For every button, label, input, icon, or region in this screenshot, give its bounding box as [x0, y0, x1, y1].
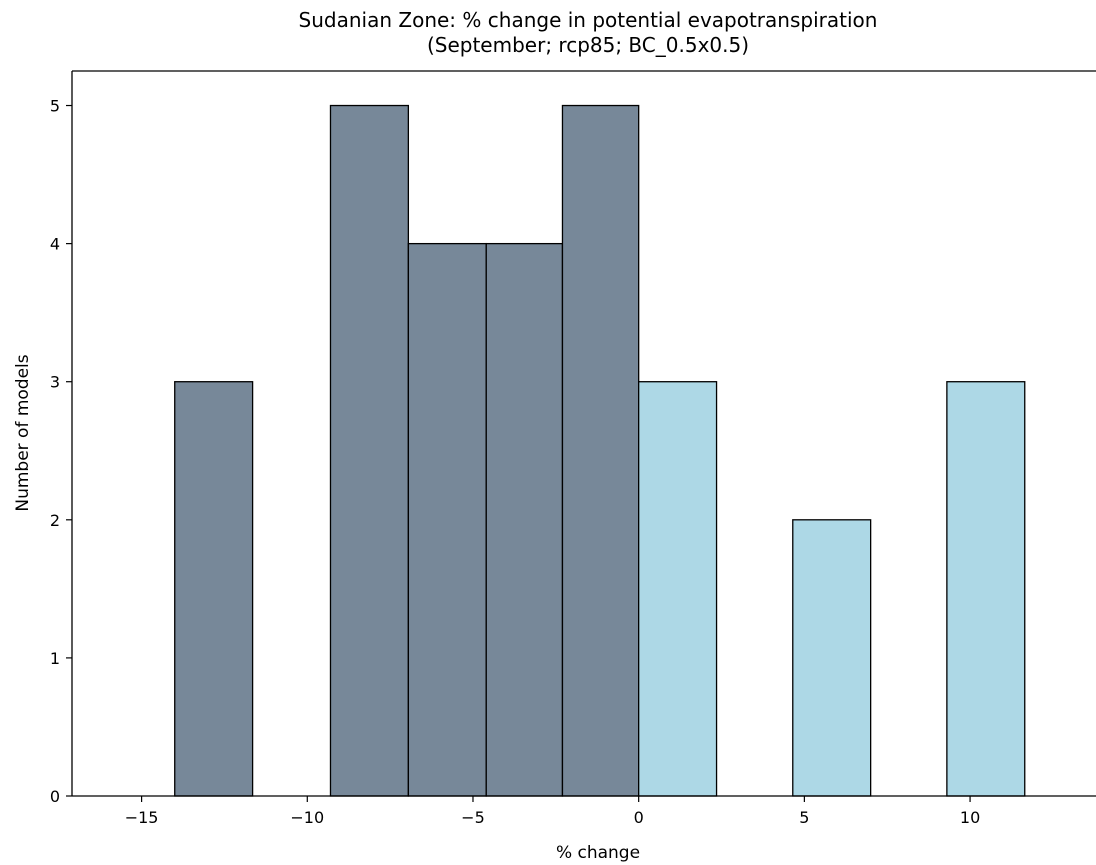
histogram-bar-8 — [946, 381, 1026, 797]
y-tick-label: 1 — [50, 649, 60, 668]
x-tick-label: −5 — [461, 808, 485, 827]
chart-title-line1: Sudanian Zone: % change in potential eva… — [299, 8, 878, 32]
y-tick-label: 3 — [50, 373, 60, 392]
x-tick-label: 10 — [960, 808, 980, 827]
x-axis-label: % change — [556, 843, 640, 863]
y-axis-ticks: 0 1 2 3 4 5 — [50, 97, 72, 806]
histogram-bar-1 — [174, 381, 254, 797]
y-tick-label: 0 — [50, 787, 60, 806]
histogram-bar-7 — [792, 519, 872, 797]
histogram-bar-4 — [485, 242, 564, 797]
bars-group — [174, 104, 1026, 797]
y-tick-label: 5 — [50, 97, 60, 116]
histogram-bar-3 — [407, 242, 487, 797]
y-tick-label: 2 — [50, 511, 60, 530]
axes-spines — [71, 70, 1096, 797]
x-tick-label: −10 — [290, 808, 324, 827]
x-tick-label: 5 — [799, 808, 809, 827]
histogram-bar-5 — [561, 104, 640, 797]
histogram-bar-2 — [329, 104, 410, 797]
y-axis-label: Number of models — [13, 354, 33, 511]
histogram-bar-6 — [638, 381, 718, 797]
y-tick-label: 4 — [50, 235, 60, 254]
x-tick-label: −15 — [125, 808, 159, 827]
chart-title-line2: (September; rcp85; BC_0.5x0.5) — [427, 33, 749, 57]
x-axis-ticks: −15 −10 −5 0 5 10 — [125, 796, 980, 827]
x-tick-label: 0 — [634, 808, 644, 827]
